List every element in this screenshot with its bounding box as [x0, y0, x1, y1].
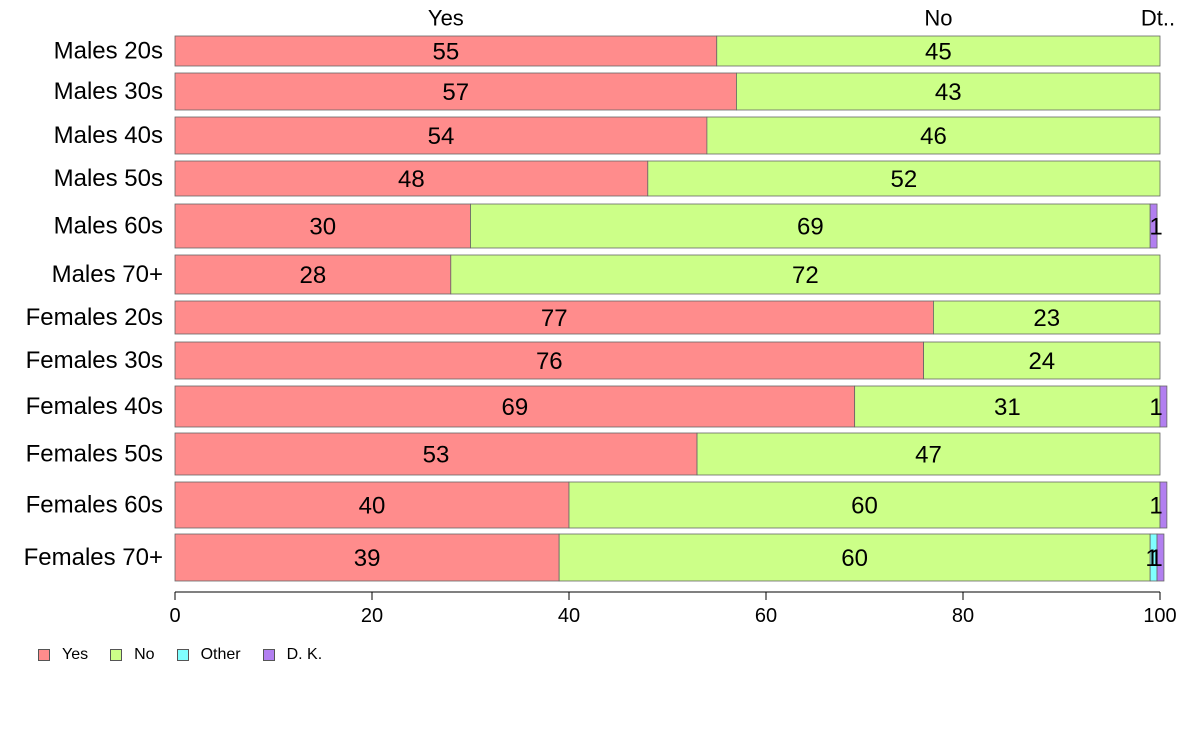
legend-label: Yes: [62, 646, 89, 663]
bar-segment: [174, 533, 560, 582]
bar-segment: [696, 432, 1161, 476]
bar-segment: [1159, 481, 1168, 529]
x-tick-label: 0: [169, 605, 180, 627]
bar-segment: [923, 341, 1161, 380]
legend-label: No: [134, 646, 155, 663]
category-label: Males 40s: [54, 122, 163, 149]
bar-segment: [558, 533, 1151, 582]
category-label: Males 60s: [54, 213, 163, 240]
data-label: 52: [891, 166, 918, 193]
top-label: Yes: [428, 6, 464, 31]
data-label: 69: [501, 394, 528, 421]
data-label: 1: [1145, 545, 1158, 572]
legend-swatch: [262, 649, 275, 661]
data-label: 57: [442, 79, 469, 106]
category-label: Females 50s: [26, 441, 163, 468]
bar-segment: [174, 481, 570, 529]
bar-segment: [174, 432, 698, 476]
legend-item: D. K.: [262, 646, 323, 664]
data-label: 1: [1149, 493, 1162, 520]
data-label: 72: [792, 262, 819, 289]
legend-swatch: [176, 649, 189, 661]
bar-segment: [568, 481, 1161, 529]
top-label: No: [924, 6, 952, 31]
data-label: 40: [359, 493, 386, 520]
legend: Yes No Other D. K.: [38, 646, 344, 664]
category-label: Males 50s: [54, 165, 163, 192]
legend-item: Other: [176, 646, 241, 664]
data-label: 47: [915, 442, 942, 469]
bar-segment: [933, 300, 1161, 335]
data-label: 45: [925, 39, 952, 66]
category-label: Males 30s: [54, 78, 163, 105]
x-tick-label: 60: [755, 605, 777, 627]
data-label: 60: [841, 545, 868, 572]
bar-segment: [1159, 385, 1168, 428]
x-tick-label: 40: [558, 605, 580, 627]
data-label: 48: [398, 166, 425, 193]
legend-label: D. K.: [286, 646, 323, 663]
data-label: 77: [541, 305, 568, 332]
top-label: Dt..: [1141, 6, 1175, 31]
bar-segment: [736, 72, 1161, 111]
x-tick-label: 20: [361, 605, 383, 627]
bar-segment: [174, 160, 649, 197]
legend-swatch: [110, 649, 123, 661]
category-label: Males 70+: [52, 261, 163, 288]
data-label: 43: [935, 79, 962, 106]
legend-swatch: [38, 649, 50, 661]
bar-segment: [647, 160, 1161, 197]
data-label: 24: [1028, 348, 1055, 375]
data-label: 23: [1033, 305, 1060, 332]
data-label: 1: [1149, 545, 1162, 572]
data-label: 76: [536, 348, 563, 375]
data-label: 46: [920, 123, 947, 150]
bar-segment: [450, 254, 1161, 295]
data-label: 69: [797, 214, 824, 241]
data-label: 28: [300, 262, 327, 289]
category-label: Females 20s: [26, 304, 163, 331]
data-label: 30: [309, 214, 336, 241]
legend-item: No: [110, 646, 155, 664]
legend-item: Yes: [38, 646, 88, 664]
category-label: Females 60s: [26, 492, 163, 519]
data-label: 53: [423, 442, 450, 469]
bar-segment: [174, 35, 718, 67]
category-label: Females 40s: [26, 393, 163, 420]
legend-label: Other: [200, 646, 241, 663]
bar-segment: [716, 35, 1161, 67]
data-label: 54: [428, 123, 455, 150]
bar-segment: [706, 116, 1161, 155]
data-label: 60: [851, 493, 878, 520]
bar-segment: [1156, 533, 1165, 582]
bar-segment: [174, 341, 924, 380]
category-label: Females 70+: [24, 544, 163, 571]
bar-segment: [174, 254, 452, 295]
bar-segment: [174, 300, 934, 335]
data-label: 1: [1149, 214, 1162, 241]
category-label: Males 20s: [54, 38, 163, 65]
data-label: 39: [354, 545, 381, 572]
bar-segment: [854, 385, 1161, 428]
data-label: 55: [433, 39, 460, 66]
category-label: Females 30s: [26, 347, 163, 374]
data-label: 1: [1149, 394, 1162, 421]
bar-segment: [470, 203, 1151, 249]
data-label: 31: [994, 394, 1021, 421]
bar-segment: [174, 72, 737, 111]
bar-segment: [1149, 203, 1158, 249]
bar-segment: [174, 116, 708, 155]
bar-segment: [174, 203, 471, 249]
x-tick-label: 80: [952, 605, 974, 627]
x-tick-label: 100: [1143, 605, 1176, 627]
